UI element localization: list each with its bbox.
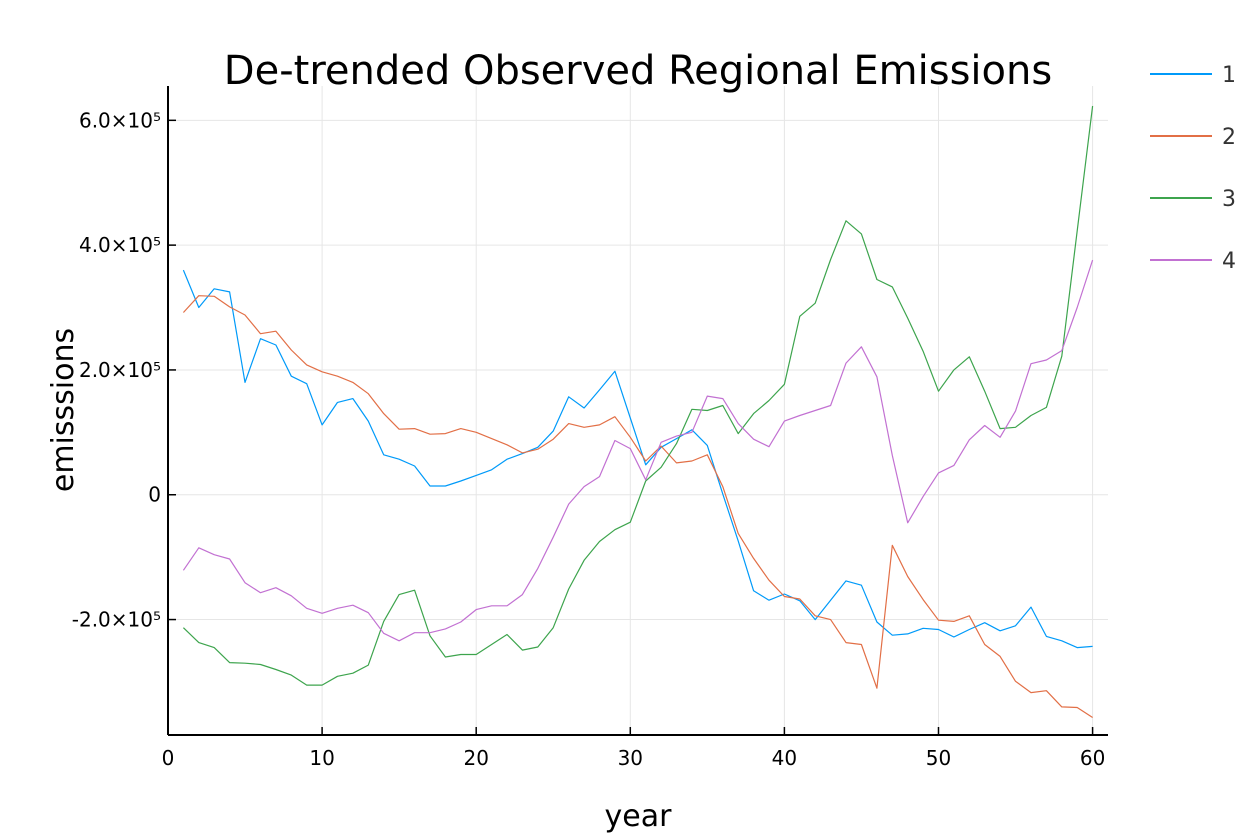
- x-tick-label: 0: [162, 746, 175, 770]
- series-line-1: [182, 269, 1093, 649]
- series-lines: [182, 105, 1094, 719]
- legend-item-4: 4: [1150, 249, 1236, 274]
- legend-label: 1: [1222, 63, 1236, 88]
- grid-lines: [167, 86, 1108, 735]
- y-tick-label: 6.0×10⁵: [79, 108, 161, 132]
- legend: 1 2 3 4: [1150, 63, 1236, 274]
- y-tick-label: 4.0×10⁵: [79, 233, 161, 257]
- ticks: 0 10 20 30 40 50 60 -2.0×10⁵ 0 2.0×10⁵ 4.0×10⁵ 6.0×…: [72, 108, 1106, 770]
- series-line-3: [182, 105, 1094, 686]
- x-tick-label: 10: [309, 746, 334, 770]
- y-tick-label: -2.0×10⁵: [72, 608, 161, 632]
- axes: [167, 86, 1108, 736]
- x-tick-label: 30: [618, 746, 643, 770]
- legend-item-2: 2: [1150, 125, 1236, 150]
- x-tick-label: 50: [926, 746, 951, 770]
- x-tick-label: 20: [463, 746, 488, 770]
- y-axis-label: emisssions: [46, 328, 81, 492]
- legend-item-3: 3: [1150, 187, 1236, 212]
- legend-item-1: 1: [1150, 63, 1236, 88]
- legend-label: 2: [1222, 125, 1236, 150]
- y-tick-label: 2.0×10⁵: [79, 358, 161, 382]
- chart-title: De-trended Observed Regional Emissions: [224, 48, 1052, 94]
- y-tick-label: 0: [148, 483, 161, 507]
- x-axis-label: year: [605, 799, 673, 833]
- x-tick-label: 40: [772, 746, 797, 770]
- series-line-2: [182, 295, 1093, 719]
- legend-label: 4: [1222, 249, 1236, 274]
- series-line-4: [182, 259, 1094, 642]
- legend-label: 3: [1222, 187, 1236, 212]
- x-tick-label: 60: [1080, 746, 1105, 770]
